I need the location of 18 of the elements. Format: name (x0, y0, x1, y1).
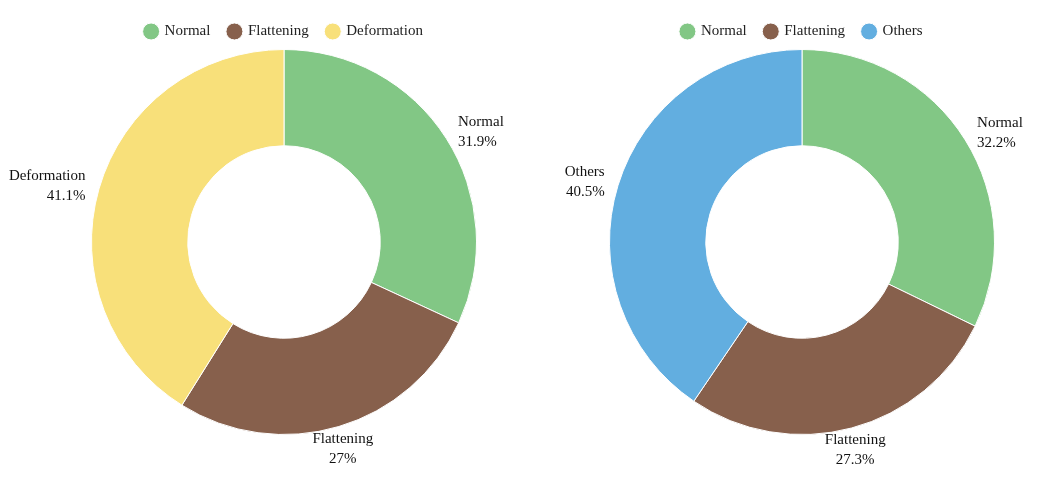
data-label: 27.3% (835, 451, 875, 468)
legend-label: Normal (700, 22, 747, 39)
data-label: 41.1% (46, 186, 86, 203)
data-label: 32.2% (977, 134, 1016, 151)
legend-label: Flattening (784, 22, 846, 39)
data-label: 31.9% (458, 132, 497, 149)
legend-label: Deformation (346, 22, 424, 39)
slice-label: Others (564, 163, 605, 180)
legend-label: Normal (164, 22, 211, 39)
data-label: 40.5% (565, 183, 605, 200)
slice-label: Deformation (8, 166, 87, 183)
legend-label: Flattening (247, 22, 310, 39)
slice-label: Normal (458, 112, 504, 129)
legend-label: Others (882, 22, 923, 39)
slice-label: Normal (977, 114, 1023, 131)
slice-label: Flattening (824, 431, 887, 448)
slice-label: Flattening (312, 429, 374, 446)
data-label: 27% (329, 449, 357, 466)
